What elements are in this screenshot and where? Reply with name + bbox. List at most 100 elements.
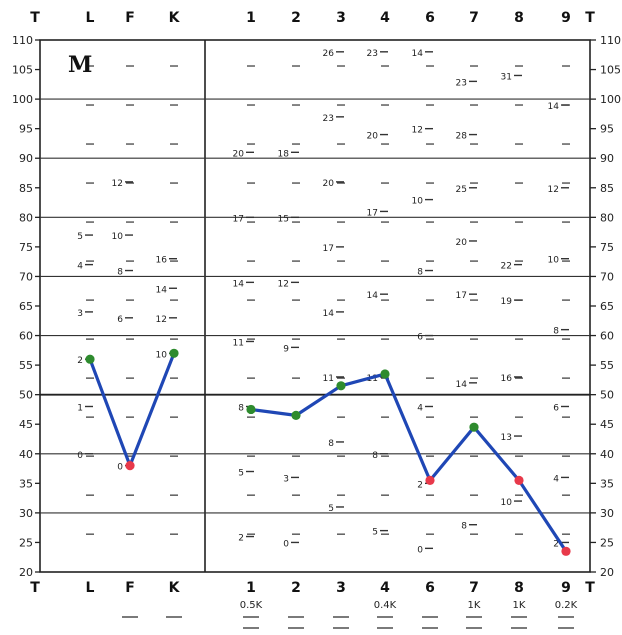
raw-score-3-23: 23: [323, 114, 334, 124]
top-validity-label-L: L: [86, 10, 95, 26]
bottom-validity-label-F: F: [125, 580, 135, 596]
y-tick-right-45: 45: [600, 418, 614, 431]
top-clinical-label-2: 2: [291, 10, 301, 26]
y-tick-left-25: 25: [19, 536, 33, 549]
clinical-point-8: [514, 475, 524, 485]
y-tick-left-70: 70: [19, 270, 33, 283]
raw-score-3-17: 17: [323, 244, 334, 254]
top-clinical-label-4: 4: [380, 10, 390, 26]
top-clinical-label-6: 6: [425, 10, 435, 26]
raw-score-2-18: 18: [278, 149, 290, 159]
y-tick-right-85: 85: [600, 182, 614, 195]
k-correction-1: 0.5K: [240, 600, 263, 611]
y-tick-right-60: 60: [600, 330, 614, 343]
y-tick-right-40: 40: [600, 448, 614, 461]
raw-score-L-1: 1: [77, 403, 83, 413]
score-tick-marks: [86, 65, 570, 535]
raw-score-3-5: 5: [328, 504, 334, 514]
raw-score-6-0: 0: [417, 545, 423, 555]
bottom-clinical-label-7: 7: [469, 580, 479, 596]
chart-title: M: [68, 52, 92, 78]
raw-score-2-9: 9: [283, 344, 289, 354]
bottom-clinical-label-1: 1: [246, 580, 256, 596]
raw-score-8-13: 13: [501, 433, 512, 443]
raw-score-4-5: 5: [372, 528, 378, 538]
raw-score-6-8: 8: [417, 268, 423, 278]
raw-score-L-5: 5: [77, 232, 83, 242]
bottom-clinical-label-3: 3: [336, 580, 346, 596]
validity-point-F: [125, 461, 135, 471]
y-tick-right-30: 30: [600, 507, 614, 520]
bottom-clinical-label-2: 2: [291, 580, 301, 596]
y-tick-right-65: 65: [600, 300, 614, 313]
raw-score-2-3: 3: [283, 474, 289, 484]
clinical-line: [250, 372, 568, 553]
raw-score-K-14: 14: [156, 285, 168, 295]
raw-score-3-11: 11: [323, 374, 334, 384]
raw-score-F-10: 10: [112, 232, 124, 242]
top-clinical-label-8: 8: [514, 10, 524, 26]
raw-score-2-0: 0: [283, 539, 289, 549]
validity-point-K: [169, 348, 179, 358]
clinical-point-6: [425, 475, 435, 485]
k-correction-8: 0.2K: [555, 600, 578, 611]
raw-score-3-20: 20: [323, 179, 335, 189]
clinical-point-3: [336, 381, 346, 391]
raw-score-6-4: 4: [417, 403, 423, 413]
raw-score-4-8: 8: [372, 451, 378, 461]
raw-score-8-22: 22: [501, 262, 512, 272]
y-tick-right-100: 100: [600, 93, 621, 106]
y-tick-right-55: 55: [600, 359, 614, 372]
raw-score-4-17: 17: [367, 208, 378, 218]
y-tick-left-85: 85: [19, 182, 33, 195]
raw-score-L-3: 3: [77, 309, 83, 319]
y-tick-left-45: 45: [19, 418, 33, 431]
bottom-validity-label-T: T: [30, 580, 40, 596]
y-tick-left-80: 80: [19, 211, 33, 224]
y-tick-right-25: 25: [600, 536, 614, 549]
y-tick-right-80: 80: [600, 211, 614, 224]
top-validity-label-K: K: [169, 10, 181, 26]
raw-score-L-0: 0: [77, 451, 83, 461]
raw-score-7-25: 25: [456, 185, 467, 195]
y-tick-left-50: 50: [19, 389, 33, 402]
raw-score-7-17: 17: [456, 291, 467, 301]
raw-score-4-23: 23: [367, 49, 378, 59]
raw-score-L-2: 2: [77, 356, 83, 366]
raw-score-9-8: 8: [553, 327, 559, 337]
raw-score-3-26: 26: [323, 49, 335, 59]
raw-score-F-0: 0: [117, 463, 123, 473]
raw-score-3-14: 14: [323, 309, 335, 319]
raw-score-labels: 4532101210860161412102017141185218151293…: [77, 49, 569, 555]
k-correction-4: 0.4K: [374, 600, 397, 611]
raw-score-K-12: 12: [156, 315, 167, 325]
raw-score-K-16: 16: [156, 256, 168, 266]
top-validity-label-F: F: [125, 10, 135, 26]
scale-column-labels: T L F KT L F K1 2 3 4 6 7 8 9 T1 2 3 4 6 7 8 9 T0.5K 0.4K 1K 1K 0.…: [30, 10, 595, 629]
y-tick-right-95: 95: [600, 123, 614, 136]
raw-score-7-28: 28: [456, 132, 468, 142]
y-tick-left-100: 100: [12, 93, 33, 106]
bottom-clinical-label-T: T: [585, 580, 595, 596]
raw-score-8-31: 31: [501, 72, 512, 82]
top-clinical-label-1: 1: [246, 10, 256, 26]
raw-score-7-8: 8: [461, 522, 467, 532]
y-tick-left-60: 60: [19, 330, 33, 343]
raw-score-6-2: 2: [417, 480, 423, 490]
clinical-point-2: [291, 410, 301, 420]
bottom-clinical-label-6: 6: [425, 580, 435, 596]
raw-score-1-20: 20: [233, 149, 245, 159]
top-clinical-label-3: 3: [336, 10, 346, 26]
y-tick-right-105: 105: [600, 64, 621, 77]
y-tick-right-75: 75: [600, 241, 614, 254]
raw-score-F-8: 8: [117, 268, 123, 278]
y-tick-left-110: 110: [12, 34, 33, 47]
y-tick-left-65: 65: [19, 300, 33, 313]
raw-score-9-2: 2: [553, 539, 559, 549]
y-tick-left-30: 30: [19, 507, 33, 520]
raw-score-K-10: 10: [156, 350, 168, 360]
raw-score-L-4: 4: [77, 262, 83, 272]
clinical-point-4: [380, 369, 390, 379]
